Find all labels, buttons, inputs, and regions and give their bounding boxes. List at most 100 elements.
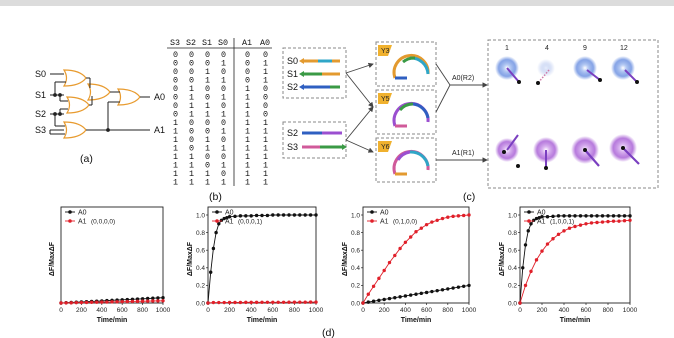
data-point-a0: [600, 214, 605, 218]
th-s2: S2: [186, 38, 196, 48]
table-cell: 0: [221, 50, 226, 60]
image-a1-1: [495, 134, 520, 168]
legend-label-a0: A0: [380, 210, 389, 217]
table-cell: 0: [245, 76, 250, 86]
data-point-a0: [287, 213, 291, 217]
data-point-a1: [398, 246, 402, 251]
template-y5-badge: [378, 93, 392, 104]
table-cell: 0: [173, 101, 178, 111]
output-label-a1: A1: [154, 125, 165, 135]
data-point-a0: [628, 214, 632, 218]
table-cell: 0: [205, 93, 210, 103]
data-point-a1: [233, 300, 237, 305]
table-cell: 1: [205, 178, 210, 188]
data-point-a0: [214, 230, 218, 235]
data-point-a1: [211, 300, 216, 305]
data-point-a1: [366, 292, 370, 296]
table-cell: 0: [205, 127, 210, 137]
data-point-a0: [409, 293, 413, 297]
x-tick-label: 800: [289, 307, 300, 314]
or-gate-2: [86, 83, 111, 101]
data-point-a0: [238, 214, 243, 218]
legend-label-a1: A1: [380, 219, 389, 226]
y-tick-label: 0.2: [508, 283, 517, 290]
table-cell: 0: [189, 118, 194, 128]
or-gate-1: [62, 69, 87, 87]
table-cell: 1: [221, 110, 226, 120]
or-gate-5: [62, 121, 87, 139]
table-cell: 1: [245, 135, 250, 145]
data-point-a1: [551, 237, 555, 241]
legend-label-a0: A0: [225, 210, 234, 217]
data-point-a1: [462, 213, 466, 218]
legend-marker: [68, 219, 72, 223]
plot-frame: [362, 206, 470, 304]
y-axis-label: ΔF/MaxΔF: [187, 241, 194, 276]
table-cell: 0: [173, 67, 178, 77]
data-point-a0: [398, 295, 402, 299]
strand-s0: [299, 58, 340, 64]
table-cell: 1: [189, 84, 194, 94]
data-point-a1: [518, 301, 522, 305]
table-cell: 0: [205, 161, 210, 171]
y-axis-label: ΔF/MaxΔF: [499, 241, 506, 276]
table-cell: 1: [173, 161, 178, 171]
strand-label-s2-b: S2: [287, 128, 298, 138]
table-cell: 1: [205, 101, 210, 111]
x-tick-label: 400: [559, 307, 570, 314]
y-axis-label: ΔF/MaxΔF: [342, 241, 349, 276]
x-axis-label: Time/min: [401, 317, 432, 324]
template-y6-badge: [378, 141, 392, 152]
data-point-a1: [545, 242, 550, 246]
data-point-a0: [551, 214, 555, 219]
table-cell: 0: [205, 59, 210, 69]
y-tick-label: 0.0: [508, 300, 517, 307]
data-point-a1: [69, 301, 73, 305]
output-label-a0-r2: A0(R2): [452, 75, 474, 82]
data-point-a0: [308, 213, 313, 217]
data-point-a0: [393, 296, 397, 300]
data-point-a0: [276, 213, 280, 217]
data-point-a1: [409, 235, 413, 239]
table-cell: 1: [263, 178, 268, 188]
table-cell: 0: [221, 152, 226, 162]
table-cell: 0: [189, 59, 194, 69]
table-cell: 0: [189, 135, 194, 145]
table-cell: 1: [263, 135, 268, 145]
input-label-s3: S3: [35, 125, 46, 135]
table-cell: 0: [245, 59, 250, 69]
data-point-a1: [600, 220, 605, 224]
table-cell: 1: [221, 144, 226, 154]
table-cell: 0: [263, 50, 268, 60]
table-cell: 0: [263, 110, 268, 120]
data-point-a1: [617, 219, 621, 223]
data-point-a0: [617, 214, 621, 218]
y-tick-label: 0.6: [508, 248, 517, 255]
data-point-a0: [578, 214, 583, 218]
x-tick-label: 800: [442, 307, 453, 314]
table-cell: 1: [173, 169, 178, 179]
data-point-a1: [244, 300, 248, 305]
y-tick-label: 1.0: [508, 212, 517, 219]
data-point-a1: [595, 220, 599, 225]
table-cell: 0: [189, 144, 194, 154]
col-label-4: 4: [545, 45, 549, 52]
x-tick-label: 0: [361, 307, 365, 314]
table-cell: 1: [245, 110, 250, 120]
strand-label-s2: S2: [287, 82, 298, 92]
y-tick-label: 0.8: [351, 230, 360, 237]
data-point-a1: [456, 214, 461, 218]
data-point-a0: [260, 213, 264, 218]
data-point-a1: [84, 300, 89, 305]
data-point-a0: [556, 214, 561, 218]
table-cell: 1: [221, 59, 226, 69]
data-point-a1: [556, 232, 561, 237]
table-cell: 1: [263, 76, 268, 86]
data-point-a1: [529, 269, 533, 274]
data-point-a0: [440, 288, 445, 292]
table-cell: 1: [245, 93, 250, 103]
data-point-a0: [298, 213, 302, 217]
data-point-a1: [140, 299, 145, 303]
data-point-a1: [265, 300, 270, 304]
input-label-s1: S1: [35, 90, 46, 100]
